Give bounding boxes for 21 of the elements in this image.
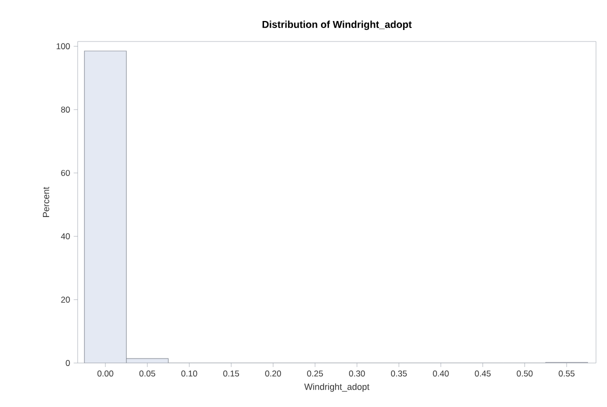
x-tick-label: 0.20 [265,370,282,377]
x-tick-label: 0.05 [139,370,156,377]
x-tick-label: 0.50 [516,370,533,377]
x-tick-label: 0.30 [349,370,365,377]
y-tick-label: 40 [60,233,70,240]
x-tick-label: 0.45 [474,370,491,377]
x-tick-label: 0.40 [432,370,449,377]
x-tick-label: 0.25 [307,370,323,377]
y-axis-title: Percent [42,186,50,217]
y-tick-label: 60 [61,170,70,176]
x-tick-label: 0.15 [223,370,240,377]
chart-title: Distribution of Windright_adopt [262,20,412,30]
x-axis-title: Windright_adopt [304,383,370,392]
x-tick-label: 0.35 [391,370,407,377]
y-tick-label: 0 [66,360,70,366]
y-tick-label: 80 [61,106,70,113]
y-tick-label: 20 [61,296,70,303]
x-tick-label: 0.00 [97,370,114,377]
x-tick-label: 0.55 [558,370,575,377]
x-tick-label: 0.10 [181,370,198,377]
y-tick-label: 100 [56,43,70,50]
